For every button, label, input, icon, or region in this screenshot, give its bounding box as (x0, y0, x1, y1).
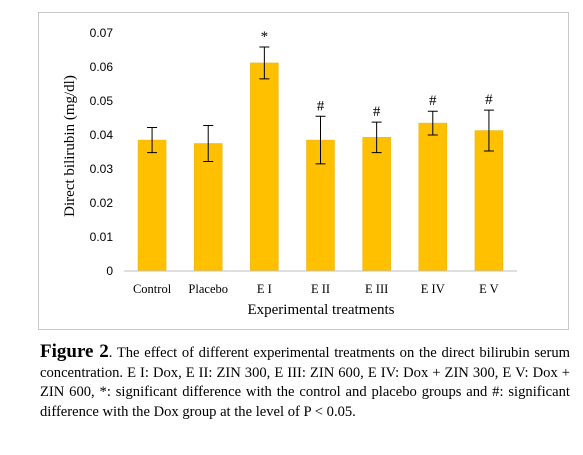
x-tick-label: E V (479, 282, 499, 296)
y-tick-label: 0.05 (90, 94, 114, 108)
error-bar (483, 109, 494, 152)
y-tick-label: 0.02 (90, 196, 114, 210)
x-tick-label: Placebo (188, 282, 228, 296)
y-tick-label: 0.03 (90, 162, 114, 176)
error-bar (259, 46, 270, 80)
bar (137, 139, 167, 272)
y-axis-label: Direct bilirubin (mg/dl) (62, 75, 78, 217)
error-bar (315, 115, 326, 165)
figure-label: Figure 2 (40, 341, 109, 362)
error-bar (427, 110, 438, 136)
x-axis-label: Experimental treatments (247, 302, 394, 318)
caption-text: . The effect of different experimental t… (40, 345, 570, 420)
bar (362, 137, 391, 272)
x-tick-label: Control (133, 282, 172, 296)
y-tick-label: 0.06 (90, 60, 114, 74)
x-tick-label: E II (311, 282, 330, 296)
error-bar (147, 127, 158, 154)
x-tick-label: E I (257, 282, 272, 296)
bar (474, 130, 504, 272)
annotations-group: * # # # # (261, 29, 494, 120)
bar (250, 62, 279, 272)
figure-caption: Figure 2. The effect of different experi… (40, 342, 570, 422)
error-bar (203, 124, 214, 163)
y-tick-label: 0.07 (90, 26, 114, 40)
significance-marker: * (261, 29, 269, 45)
bar (193, 143, 223, 272)
significance-marker: # (485, 92, 493, 108)
significance-marker: # (317, 98, 325, 114)
y-tick-label: 0.04 (90, 128, 114, 142)
x-tick-label: E III (365, 282, 388, 296)
y-tick-label: 0 (106, 264, 113, 278)
error-bar (371, 121, 382, 154)
y-axis-ticks: 0 0.01 0.02 0.03 0.04 0.05 0.06 0.07 (90, 26, 114, 278)
bars-group (137, 62, 504, 272)
bar-chart: 0 0.01 0.02 0.03 0.04 0.05 0.06 0.07 * # # # # Cont… (62, 26, 517, 318)
significance-marker: # (373, 104, 381, 120)
significance-marker: # (429, 93, 437, 109)
x-tick-label: E IV (421, 282, 445, 296)
error-bars-group (147, 46, 494, 165)
bar (418, 122, 448, 272)
x-axis-ticks: Control Placebo E I E II E III E IV E V (133, 282, 499, 296)
y-tick-label: 0.01 (90, 230, 114, 244)
